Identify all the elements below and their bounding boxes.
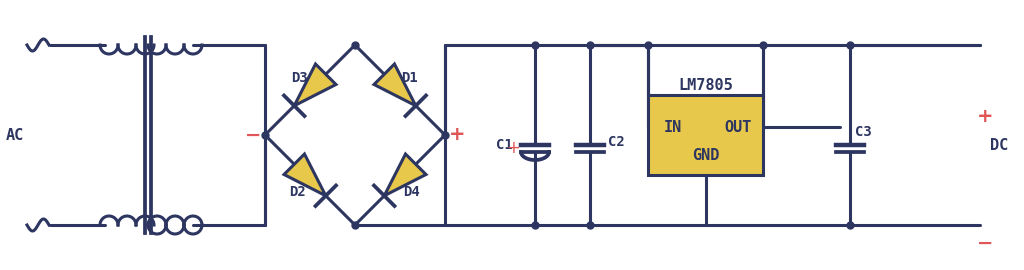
- Text: C1: C1: [497, 138, 513, 152]
- Text: GND: GND: [692, 147, 719, 163]
- Text: DC: DC: [990, 137, 1009, 153]
- Polygon shape: [294, 64, 336, 106]
- Text: C2: C2: [608, 135, 625, 149]
- Text: −: −: [245, 126, 261, 144]
- Text: D1: D1: [401, 71, 419, 85]
- Polygon shape: [284, 154, 326, 196]
- Polygon shape: [374, 64, 416, 106]
- Text: C3: C3: [855, 125, 871, 139]
- Text: OUT: OUT: [724, 120, 752, 134]
- Text: −: −: [977, 234, 993, 252]
- Polygon shape: [384, 154, 426, 196]
- Text: AC: AC: [6, 127, 25, 143]
- Text: D3: D3: [292, 71, 308, 85]
- Text: +: +: [506, 139, 520, 157]
- FancyBboxPatch shape: [648, 95, 763, 175]
- Text: +: +: [449, 126, 465, 144]
- Text: LM7805: LM7805: [678, 77, 733, 93]
- Text: IN: IN: [664, 120, 682, 134]
- Text: D2: D2: [290, 185, 306, 199]
- Text: +: +: [977, 107, 993, 127]
- Text: D4: D4: [403, 185, 421, 199]
